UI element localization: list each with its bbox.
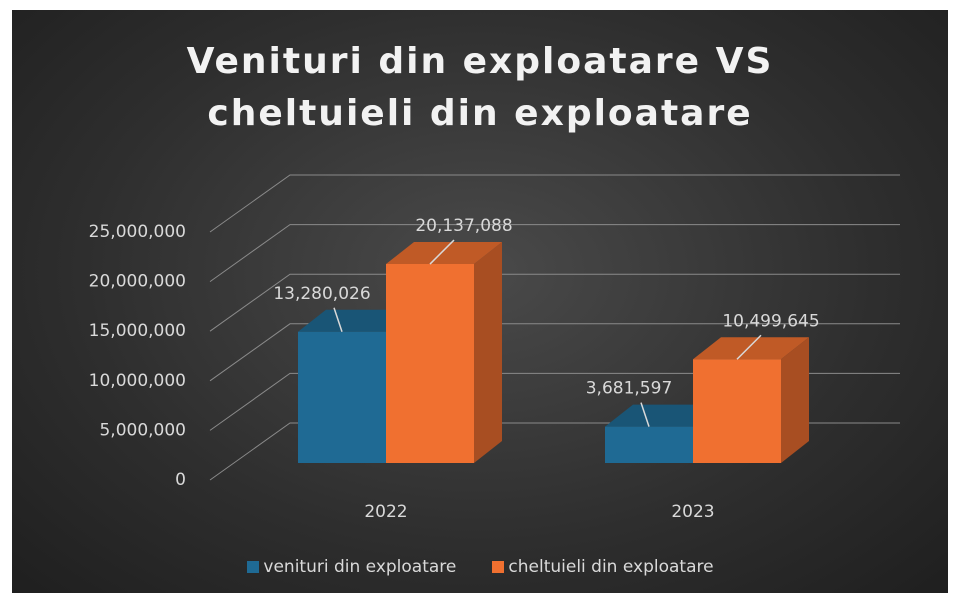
bar-top [386, 242, 502, 265]
grid-line [209, 224, 900, 283]
x-tick-label: 2023 [671, 502, 714, 522]
legend-item: venituri din exploatare [247, 557, 456, 577]
bar [693, 337, 809, 463]
data-label: 3,681,597 [586, 379, 673, 399]
bar-side [474, 242, 502, 463]
leader-line [429, 239, 455, 265]
bar-top [693, 337, 809, 360]
legend-label: venituri din exploatare [263, 557, 457, 577]
y-tick-label: 15,000,000 [89, 321, 186, 341]
legend-swatch [247, 561, 260, 573]
legend-label: cheltuieli din exploatare [508, 557, 714, 577]
y-tick-label: 20,000,000 [89, 272, 186, 292]
leader-line [333, 307, 343, 333]
legend: venituri din exploatare cheltuieli din ex… [0, 557, 961, 577]
y-tick-label: 0 [175, 470, 186, 490]
x-tick-label: 2022 [364, 502, 407, 522]
bar-front [693, 359, 781, 463]
y-tick-label: 5,000,000 [99, 420, 186, 440]
grid-line [209, 174, 900, 233]
legend-item: cheltuieli din exploatare [492, 557, 714, 577]
leader-line [640, 402, 650, 427]
bar-top [605, 404, 721, 427]
bar-front [605, 426, 693, 463]
bar-side [781, 337, 809, 463]
y-tick-label: 10,000,000 [89, 371, 186, 391]
bar [386, 242, 502, 463]
data-label: 20,137,088 [415, 216, 512, 236]
data-label: 10,499,645 [722, 311, 819, 331]
legend-swatch [492, 561, 505, 573]
y-tick-label: 25,000,000 [89, 222, 186, 242]
data-label: 13,280,026 [273, 284, 370, 304]
bar-front [386, 264, 474, 463]
grid-line [209, 273, 900, 332]
bar-top [298, 309, 414, 332]
grid-line [209, 323, 900, 382]
chart-title: Venituri din exploatare VS cheltuieli di… [186, 41, 774, 134]
bar-front [298, 331, 386, 463]
leader-line [736, 334, 762, 360]
